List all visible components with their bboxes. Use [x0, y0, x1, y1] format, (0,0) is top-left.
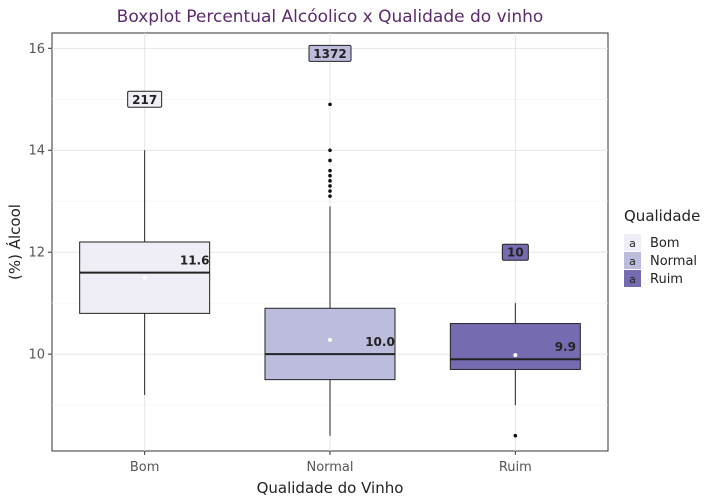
legend-swatch — [624, 270, 641, 287]
count-label-box — [501, 243, 529, 261]
x-tick-label: Bom — [130, 460, 160, 475]
count-label: 217 — [132, 93, 157, 107]
legend-label: Ruim — [650, 272, 683, 287]
x-axis-ticks: Bom Normal Ruim — [130, 451, 532, 475]
legend-key-glyph: a — [629, 273, 636, 286]
count-label-box — [127, 90, 163, 108]
y-axis-title: (%) Álcool — [5, 204, 24, 280]
outlier-point — [328, 184, 332, 188]
legend-label: Bom — [650, 236, 680, 251]
median-label: 11.6 — [180, 254, 210, 268]
box-group-normal: 10.0 1372 — [264, 44, 396, 436]
median-label: 10.0 — [365, 335, 395, 349]
legend-label: Normal — [650, 254, 697, 269]
outlier-point — [328, 148, 332, 153]
y-tick-label: 16 — [28, 42, 45, 57]
box-group-ruim: 9.9 10 — [449, 243, 581, 438]
box-marks: 11.6 217 10.0 1372 9.9 10 — [79, 44, 581, 438]
legend-key-glyph: a — [629, 255, 636, 268]
median-label: 9.9 — [555, 340, 576, 354]
outlier-point — [328, 102, 332, 107]
legend-title: Qualidade — [624, 207, 700, 225]
outlier-point — [328, 173, 332, 178]
y-tick-label: 14 — [28, 144, 45, 159]
y-tick-label: 12 — [28, 246, 45, 261]
legend-swatch — [624, 234, 641, 251]
x-tick-label: Normal — [306, 460, 353, 475]
legend-key-glyph: a — [629, 237, 636, 250]
legend-item-ruim: a Ruim — [624, 270, 683, 287]
legend-swatch — [624, 252, 641, 269]
count-label: 1372 — [313, 47, 346, 61]
x-tick-label: Ruim — [499, 460, 532, 475]
mean-point — [142, 275, 147, 280]
y-tick-label: 10 — [28, 348, 45, 363]
outlier-point — [513, 433, 518, 438]
outlier-point — [328, 158, 332, 163]
outlier-point — [328, 189, 332, 193]
box-group-bom: 11.6 217 — [79, 90, 211, 395]
legend: Qualidade a Bom a Normal a Ruim — [624, 207, 700, 287]
count-label: 10 — [507, 246, 524, 260]
outlier-point — [328, 168, 332, 173]
y-axis-ticks: 10 12 14 16 — [28, 42, 52, 363]
mean-point — [328, 337, 332, 342]
legend-item-normal: a Normal — [624, 252, 697, 269]
chart-title: Boxplot Percentual Alcóolico x Qualidade… — [117, 7, 544, 27]
outlier-point — [328, 179, 332, 183]
count-label-box — [308, 44, 352, 62]
box — [449, 323, 581, 370]
outlier-point — [328, 194, 332, 198]
legend-item-bom: a Bom — [624, 234, 680, 251]
box — [264, 307, 396, 381]
x-axis-title: Qualidade do Vinho — [257, 479, 404, 497]
mean-point — [513, 353, 518, 358]
